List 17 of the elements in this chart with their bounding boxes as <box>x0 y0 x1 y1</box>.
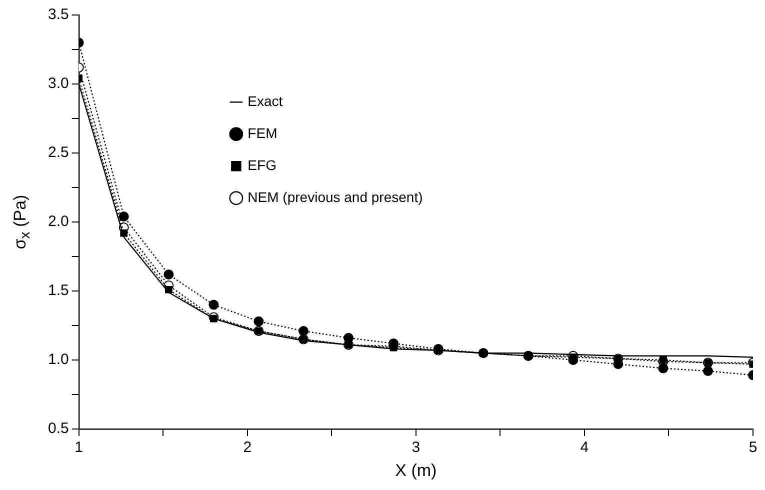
x-tick-label: 4 <box>580 439 589 456</box>
legend-label: EFG <box>248 156 276 173</box>
x-tick-label: 5 <box>748 439 758 456</box>
x-tick-label: 1 <box>74 439 84 456</box>
legend-label: NEM (previous and present) <box>248 188 423 205</box>
y-tick-label: 1.5 <box>48 282 69 300</box>
y-tick-label: 2.0 <box>48 213 69 230</box>
y-tick-label: 3.5 <box>48 6 69 24</box>
y-tick-label: 1.0 <box>48 351 69 368</box>
legend-label: FEM <box>248 124 278 141</box>
y-tick-label: 0.5 <box>48 420 69 438</box>
x-axis-title: X (m) <box>395 461 437 481</box>
y-tick-label: 2.5 <box>48 144 69 162</box>
x-tick-label: 2 <box>243 439 252 456</box>
legend-label: Exact <box>248 92 283 109</box>
x-tick-label: 3 <box>412 439 420 456</box>
y-tick-label: 3.0 <box>48 75 69 92</box>
